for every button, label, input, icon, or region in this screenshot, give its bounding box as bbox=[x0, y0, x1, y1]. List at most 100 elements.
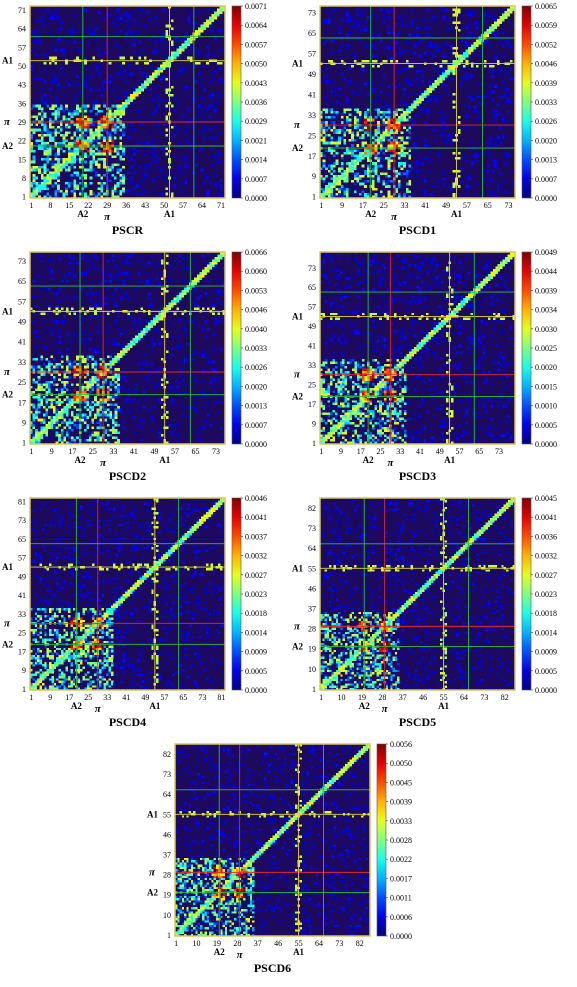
heatmap-cell bbox=[361, 64, 365, 68]
heatmap-cell bbox=[127, 312, 131, 316]
heatmap-cell bbox=[43, 176, 47, 180]
heatmap-cell bbox=[181, 38, 185, 41]
heatmap-cell bbox=[94, 312, 97, 316]
heatmap-cell bbox=[338, 187, 341, 191]
heatmap-cell bbox=[346, 46, 349, 50]
heatmap-cell bbox=[416, 26, 419, 30]
heatmap-cell bbox=[45, 348, 49, 351]
heatmap-cell bbox=[457, 151, 461, 155]
heatmap-cell bbox=[95, 134, 98, 137]
heatmap-cell bbox=[390, 149, 393, 152]
heatmap-cell bbox=[322, 436, 325, 440]
heatmap-cell bbox=[510, 397, 513, 401]
heatmap-cell bbox=[63, 421, 66, 424]
heatmap-cell bbox=[51, 131, 55, 135]
heatmap-cell bbox=[145, 363, 149, 366]
heatmap-cell bbox=[465, 54, 469, 58]
heatmap-cell bbox=[100, 182, 104, 185]
heatmap-cell bbox=[329, 380, 333, 384]
heatmap-cell bbox=[322, 380, 325, 384]
heatmap-cell bbox=[470, 98, 474, 101]
heatmap-cell bbox=[83, 413, 87, 417]
heatmap-cell bbox=[204, 269, 208, 273]
heatmap-cell bbox=[48, 134, 52, 137]
heatmap-cell bbox=[106, 385, 110, 389]
heatmap-cell bbox=[322, 108, 326, 112]
heatmap-cell bbox=[460, 77, 464, 81]
heatmap-cell bbox=[398, 136, 401, 140]
heatmap-cell bbox=[387, 144, 391, 147]
heatmap-cell bbox=[86, 128, 90, 132]
heatmap-cell bbox=[214, 110, 217, 113]
heatmap-cell bbox=[53, 358, 56, 361]
heatmap-cell bbox=[322, 195, 326, 199]
heatmap-cell bbox=[78, 155, 82, 159]
heatmap-cell bbox=[122, 282, 125, 285]
heatmap-cell bbox=[387, 31, 391, 35]
heatmap-cell bbox=[92, 160, 96, 164]
heatmap-cell bbox=[196, 305, 200, 308]
heatmap-cell bbox=[151, 75, 155, 79]
heatmap-cell bbox=[142, 353, 146, 356]
heatmap-cell bbox=[32, 406, 36, 409]
heatmap-cell bbox=[475, 409, 479, 413]
heatmap-cell bbox=[143, 176, 147, 180]
heatmap-cell bbox=[160, 168, 163, 172]
heatmap-cell bbox=[424, 144, 427, 147]
heatmap-cell bbox=[130, 99, 133, 103]
heatmap-cell bbox=[372, 82, 375, 86]
heatmap-cell bbox=[366, 167, 370, 170]
heatmap-cell bbox=[372, 182, 375, 186]
heatmap-cell bbox=[347, 414, 350, 418]
heatmap-cell bbox=[53, 378, 56, 381]
heatmap-cell bbox=[470, 13, 474, 17]
heatmap-cell bbox=[96, 350, 100, 354]
heatmap-cell bbox=[113, 187, 117, 191]
heatmap-cell bbox=[51, 139, 55, 143]
heatmap-cell bbox=[382, 110, 386, 114]
heatmap-cell bbox=[337, 405, 340, 408]
heatmap-cell bbox=[219, 179, 223, 183]
heatmap-cell bbox=[465, 431, 469, 435]
heatmap-cell bbox=[119, 158, 123, 161]
heatmap-cell bbox=[369, 419, 372, 423]
heatmap-cell bbox=[470, 162, 474, 165]
heatmap-cell bbox=[170, 192, 174, 196]
heatmap-cell bbox=[160, 262, 164, 265]
heatmap-cell bbox=[364, 412, 367, 415]
heatmap-cell bbox=[356, 149, 360, 152]
heatmap-cell bbox=[391, 409, 395, 413]
heatmap-cell bbox=[324, 436, 328, 440]
heatmap-cell bbox=[32, 128, 36, 132]
heatmap-cell bbox=[450, 441, 454, 445]
heatmap-cell bbox=[486, 29, 490, 32]
heatmap-cell bbox=[76, 30, 79, 33]
heatmap-cell bbox=[111, 123, 115, 127]
heatmap-cell bbox=[418, 431, 422, 435]
heatmap-cell bbox=[149, 131, 152, 135]
heatmap-cell bbox=[84, 152, 87, 156]
heatmap-cell bbox=[54, 192, 58, 196]
heatmap-cell bbox=[487, 431, 491, 435]
heatmap-cell bbox=[431, 16, 435, 19]
heatmap-cell bbox=[86, 115, 90, 119]
heatmap-cell bbox=[160, 406, 164, 409]
heatmap-cell bbox=[132, 390, 136, 394]
heatmap-cell bbox=[219, 192, 223, 196]
heatmap-cell bbox=[86, 385, 90, 389]
heatmap-cell bbox=[465, 126, 469, 129]
heatmap-cell bbox=[219, 62, 223, 65]
heatmap-cell bbox=[390, 154, 393, 158]
heatmap-cell bbox=[106, 368, 110, 371]
heatmap-cell bbox=[165, 91, 169, 95]
heatmap-cell bbox=[470, 397, 474, 401]
heatmap-cell bbox=[86, 269, 90, 273]
heatmap-cell bbox=[89, 287, 92, 290]
heatmap-cell bbox=[351, 144, 354, 147]
heatmap-cell bbox=[379, 190, 383, 193]
heatmap-cell bbox=[130, 158, 133, 161]
heatmap-cell bbox=[490, 417, 493, 420]
heatmap-cell bbox=[89, 168, 93, 172]
heatmap-cell bbox=[184, 88, 188, 92]
heatmap-cell bbox=[130, 56, 133, 60]
